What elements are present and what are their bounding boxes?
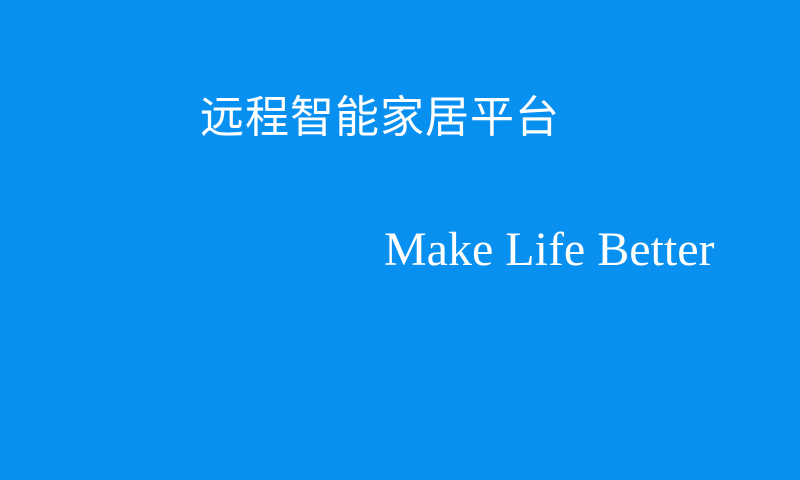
app-title: 远程智能家居平台 (200, 92, 560, 143)
app-slogan: Make Life Better (384, 223, 715, 276)
